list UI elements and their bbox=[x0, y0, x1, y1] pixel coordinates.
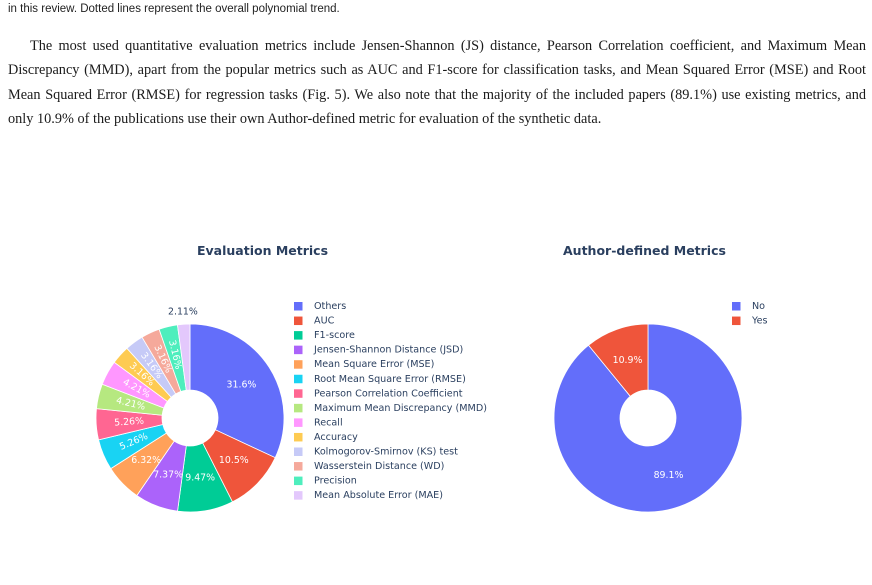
legend-item-mean-square-error-mse[interactable]: Mean Square Error (MSE) bbox=[314, 359, 434, 370]
legend-item-recall[interactable]: Recall bbox=[314, 417, 343, 428]
legend-item-jensen-shannon-distance-jsd[interactable]: Jensen-Shannon Distance (JSD) bbox=[313, 345, 463, 356]
legend-item-maximum-mean-discrepancy-mmd[interactable]: Maximum Mean Discrepancy (MMD) bbox=[314, 403, 487, 414]
legend-item-f1-score[interactable]: F1-score bbox=[314, 330, 355, 341]
legend-swatch-auc[interactable] bbox=[294, 316, 303, 326]
legend-swatch-recall[interactable] bbox=[294, 418, 303, 427]
legend-swatch-mean-square-error-mse[interactable] bbox=[294, 360, 303, 369]
legend-swatch-others[interactable] bbox=[294, 302, 303, 311]
legend-swatch-f1-score[interactable] bbox=[294, 331, 303, 340]
slice-others bbox=[189, 323, 285, 459]
slice-mean-absolute-error-mae bbox=[176, 323, 191, 391]
body-paragraph-text: The most used quantitative evaluation me… bbox=[8, 38, 866, 127]
slice-label-no: 89.1% bbox=[654, 470, 684, 481]
legend-swatch-jensen-shannon-distance-jsd[interactable] bbox=[294, 345, 303, 355]
legend-swatch-yes[interactable] bbox=[732, 316, 741, 326]
legend-swatch-mean-absolute-error-mae[interactable] bbox=[294, 491, 303, 500]
legend-item-yes[interactable]: Yes bbox=[751, 316, 768, 327]
author-defined-metrics-title: Author-defined Metrics bbox=[563, 243, 726, 258]
legend-swatch-no[interactable] bbox=[732, 302, 741, 311]
slice-label-jensen-shannon-distance-jsd: 7.37% bbox=[153, 469, 183, 480]
slice-label-others: 31.6% bbox=[227, 380, 257, 391]
slice-yes bbox=[587, 323, 649, 397]
legend-swatch-precision[interactable] bbox=[294, 476, 303, 486]
legend-item-pearson-correlation-coefficient[interactable]: Pearson Correlation Coefficient bbox=[314, 388, 463, 399]
evaluation-metrics-title: Evaluation Metrics bbox=[197, 243, 329, 258]
legend-swatch-pearson-correlation-coefficient[interactable] bbox=[294, 389, 303, 398]
slice-label-auc: 10.5% bbox=[219, 455, 249, 466]
body-paragraph: The most used quantitative evaluation me… bbox=[8, 34, 866, 131]
slice-label-mean-absolute-error-mae: 2.11% bbox=[168, 307, 198, 318]
legend-item-mean-absolute-error-mae[interactable]: Mean Absolute Error (MAE) bbox=[314, 490, 443, 501]
legend-item-no[interactable]: No bbox=[752, 301, 765, 312]
legend-item-root-mean-square-error-rmse[interactable]: Root Mean Square Error (RMSE) bbox=[314, 374, 466, 385]
slice-label-f1-score: 9.47% bbox=[185, 473, 215, 484]
legend-swatch-root-mean-square-error-rmse[interactable] bbox=[294, 374, 303, 384]
legend-item-wasserstein-distance-wd[interactable]: Wasserstein Distance (WD) bbox=[314, 461, 444, 472]
legend-swatch-wasserstein-distance-wd[interactable] bbox=[294, 462, 303, 471]
legend-swatch-kolmogorov-smirnov-ks-test[interactable] bbox=[294, 447, 303, 457]
legend-item-kolmogorov-smirnov-ks-test[interactable]: Kolmogorov-Smirnov (KS) test bbox=[314, 447, 458, 458]
legend-swatch-maximum-mean-discrepancy-mmd[interactable] bbox=[294, 403, 303, 413]
legend-item-precision[interactable]: Precision bbox=[314, 476, 357, 487]
legend: No Yes bbox=[732, 301, 768, 327]
legend: Others AUC F1-score Jensen-Shannon Distance… bbox=[294, 301, 487, 501]
slice-label-yes: 10.9% bbox=[613, 355, 643, 366]
legend-item-accuracy[interactable]: Accuracy bbox=[314, 432, 358, 443]
slice-label-pearson-correlation-coefficient: 5.26% bbox=[114, 416, 145, 429]
legend-swatch-accuracy[interactable] bbox=[294, 432, 303, 442]
legend-item-others[interactable]: Others bbox=[314, 301, 346, 312]
slice-label-mean-square-error-mse: 6.32% bbox=[131, 455, 161, 466]
figure-caption-tail: in this review. Dotted lines represent t… bbox=[8, 3, 340, 15]
legend-item-auc[interactable]: AUC bbox=[314, 316, 335, 327]
slice-no bbox=[553, 323, 743, 513]
